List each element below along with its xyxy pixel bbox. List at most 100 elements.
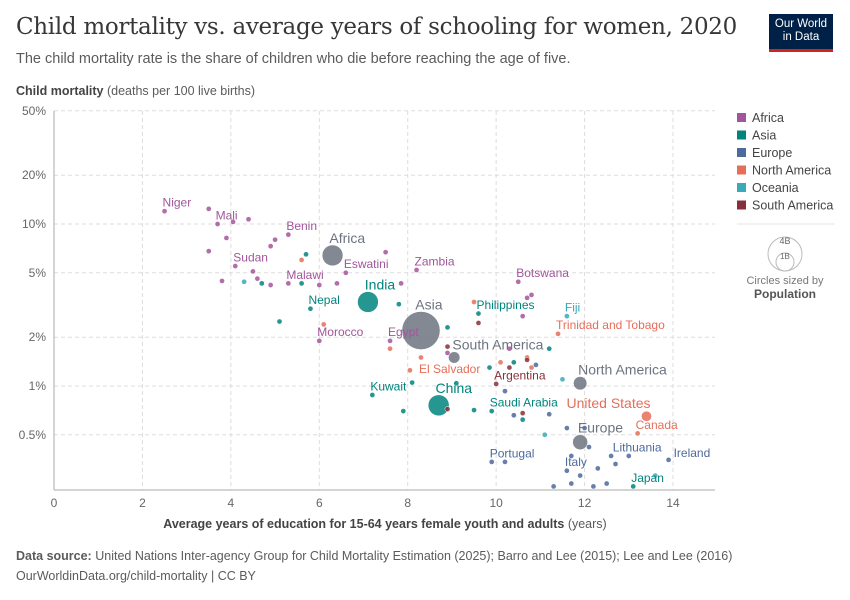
- data-point[interactable]: [205, 206, 212, 212]
- data-point[interactable]: [409, 379, 415, 386]
- data-point[interactable]: [568, 480, 575, 487]
- data-point-botswana[interactable]: [515, 278, 522, 285]
- data-point[interactable]: [298, 280, 305, 287]
- data-point[interactable]: [223, 235, 230, 241]
- data-point[interactable]: [250, 268, 256, 275]
- data-point[interactable]: [586, 444, 592, 450]
- data-point-el-salvador[interactable]: [418, 354, 424, 361]
- data-point-saudi-arabia[interactable]: [488, 408, 495, 414]
- data-point[interactable]: [320, 321, 327, 328]
- data-point[interactable]: [303, 251, 309, 258]
- data-point[interactable]: [603, 480, 610, 487]
- data-point[interactable]: [334, 280, 340, 287]
- data-point[interactable]: [590, 483, 597, 490]
- data-point-europe[interactable]: [572, 434, 588, 450]
- data-point[interactable]: [219, 278, 225, 284]
- data-point-kuwait[interactable]: [369, 392, 376, 398]
- data-point[interactable]: [475, 320, 482, 326]
- data-point-mali[interactable]: [214, 221, 221, 227]
- legend-swatch[interactable]: [737, 130, 746, 140]
- data-point[interactable]: [519, 313, 526, 319]
- data-point-india[interactable]: [357, 291, 379, 313]
- legend-swatch[interactable]: [737, 165, 746, 175]
- data-point-united-states[interactable]: [641, 410, 652, 422]
- data-point[interactable]: [568, 453, 575, 459]
- data-point[interactable]: [254, 275, 261, 282]
- data-point[interactable]: [528, 292, 535, 298]
- data-point[interactable]: [524, 295, 530, 301]
- data-point[interactable]: [453, 380, 460, 387]
- data-point[interactable]: [546, 345, 553, 352]
- legend-item[interactable]: South America: [752, 199, 833, 213]
- data-point[interactable]: [502, 388, 508, 394]
- legend-item[interactable]: North America: [752, 164, 831, 178]
- data-point[interactable]: [396, 301, 402, 308]
- data-point-japan[interactable]: [630, 483, 637, 490]
- legend-item[interactable]: Asia: [752, 129, 776, 143]
- data-point[interactable]: [519, 410, 526, 416]
- data-point[interactable]: [258, 280, 265, 287]
- data-point[interactable]: [528, 364, 535, 371]
- data-point[interactable]: [400, 408, 407, 414]
- data-point[interactable]: [298, 257, 305, 263]
- data-point-south-america[interactable]: [448, 351, 461, 364]
- legend-swatch[interactable]: [737, 183, 746, 192]
- data-point-ireland[interactable]: [665, 457, 672, 463]
- data-point[interactable]: [276, 318, 283, 325]
- data-point-portugal[interactable]: [488, 459, 495, 465]
- data-point-fiji[interactable]: [564, 313, 570, 319]
- data-point[interactable]: [230, 219, 236, 225]
- data-point[interactable]: [519, 416, 526, 423]
- data-point[interactable]: [267, 243, 274, 249]
- data-point[interactable]: [577, 472, 584, 479]
- legend-item[interactable]: Africa: [752, 111, 784, 125]
- data-point[interactable]: [550, 483, 557, 490]
- legend-item[interactable]: Oceania: [752, 181, 799, 195]
- data-point[interactable]: [564, 425, 570, 431]
- data-point[interactable]: [533, 362, 539, 368]
- data-point[interactable]: [471, 299, 477, 305]
- data-point-sudan[interactable]: [232, 263, 239, 269]
- data-point-philippines[interactable]: [475, 310, 482, 317]
- data-point-morocco[interactable]: [316, 337, 323, 344]
- data-point[interactable]: [316, 282, 323, 288]
- data-point[interactable]: [510, 412, 517, 419]
- data-point[interactable]: [581, 425, 588, 431]
- data-point-asia[interactable]: [401, 311, 441, 350]
- data-point-benin[interactable]: [285, 231, 292, 238]
- data-point[interactable]: [608, 453, 614, 459]
- data-point-italy[interactable]: [564, 467, 570, 474]
- data-point[interactable]: [444, 324, 451, 331]
- data-point[interactable]: [506, 364, 513, 371]
- data-point[interactable]: [524, 357, 530, 363]
- data-point[interactable]: [398, 280, 404, 287]
- data-point[interactable]: [267, 282, 274, 288]
- data-point[interactable]: [506, 345, 513, 352]
- data-point-niger[interactable]: [161, 208, 168, 215]
- data-point-argentina[interactable]: [493, 381, 499, 387]
- data-point[interactable]: [546, 411, 553, 418]
- data-point[interactable]: [594, 465, 601, 472]
- data-point[interactable]: [444, 406, 451, 412]
- data-point-africa[interactable]: [321, 244, 344, 267]
- source-url[interactable]: OurWorldinData.org/child-mortality | CC …: [16, 569, 256, 583]
- data-point-zambia[interactable]: [413, 267, 420, 273]
- data-point-china[interactable]: [427, 394, 450, 417]
- data-point[interactable]: [407, 367, 413, 374]
- legend-swatch[interactable]: [737, 200, 746, 210]
- data-point[interactable]: [245, 216, 252, 223]
- data-point[interactable]: [502, 459, 508, 465]
- data-point[interactable]: [541, 431, 548, 438]
- owid-logo[interactable]: Our World in Data: [769, 14, 833, 52]
- data-point-eswatini[interactable]: [342, 269, 349, 276]
- data-point[interactable]: [652, 472, 659, 479]
- data-point-nepal[interactable]: [307, 305, 314, 312]
- data-point-trinidad-and-tobago[interactable]: [555, 330, 561, 337]
- data-point[interactable]: [387, 345, 393, 352]
- data-point[interactable]: [444, 343, 451, 350]
- data-point[interactable]: [471, 407, 477, 413]
- data-point[interactable]: [497, 359, 504, 366]
- data-point[interactable]: [241, 278, 247, 285]
- data-point[interactable]: [510, 359, 517, 366]
- data-point-lithuania[interactable]: [625, 453, 632, 459]
